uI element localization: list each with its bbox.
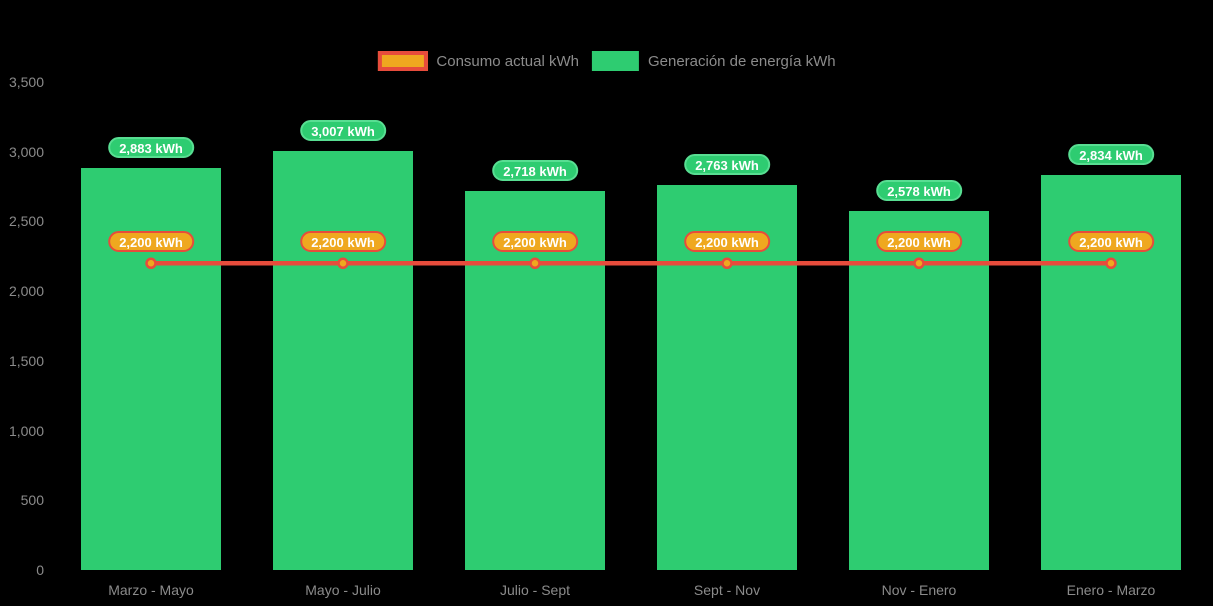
bar-value-label: 3,007 kWh — [300, 119, 386, 141]
bar-value-label: 2,718 kWh — [492, 160, 578, 182]
legend-label-consumption: Consumo actual kWh — [436, 52, 579, 70]
line-value-label: 2,200 kWh — [876, 231, 962, 253]
line-value-label: 2,200 kWh — [492, 231, 578, 253]
bar-generation[interactable] — [273, 150, 413, 570]
x-axis-category-label: Julio - Sept — [499, 582, 571, 598]
x-axis-category-label: Sept - Nov — [693, 582, 761, 598]
bar-value-label: 2,834 kWh — [1068, 143, 1154, 165]
x-axis-category-label: Enero - Marzo — [1066, 582, 1156, 598]
legend-item-consumption[interactable]: Consumo actual kWh — [377, 51, 579, 71]
x-axis-category-label: Mayo - Julio — [305, 582, 381, 598]
y-axis-tick-label: 3,000 — [8, 143, 44, 160]
bar-value-label: 2,578 kWh — [876, 179, 962, 201]
y-axis-tick-label: 1,500 — [8, 352, 44, 369]
bar-value-label: 2,883 kWh — [108, 137, 194, 159]
x-axis-category-label: Nov - Enero — [881, 582, 957, 598]
line-value-label: 2,200 kWh — [108, 231, 194, 253]
y-axis-tick-label: 500 — [20, 492, 44, 509]
line-value-label: 2,200 kWh — [1068, 231, 1154, 253]
bar-generation[interactable] — [81, 168, 221, 570]
legend-label-generation: Generación de energía kWh — [647, 52, 836, 70]
bar-generation[interactable] — [465, 191, 605, 570]
y-axis-tick-label: 3,500 — [8, 74, 44, 90]
consumption-swatch-icon — [377, 51, 428, 71]
y-axis-tick-label: 0 — [36, 562, 44, 578]
line-value-label: 2,200 kWh — [300, 231, 386, 253]
bar-generation[interactable] — [849, 210, 989, 570]
generation-swatch-icon — [591, 51, 639, 71]
legend-item-generation[interactable]: Generación de energía kWh — [591, 51, 836, 71]
chart-legend: Consumo actual kWh Generación de energía… — [377, 51, 836, 71]
bar-value-label: 2,763 kWh — [684, 153, 770, 175]
y-axis-tick-label: 2,000 — [8, 283, 44, 300]
x-axis-category-label: Marzo - Mayo — [108, 582, 194, 598]
y-axis-tick-label: 1,000 — [8, 422, 44, 439]
line-value-label: 2,200 kWh — [684, 231, 770, 253]
y-axis-tick-label: 2,500 — [8, 213, 44, 230]
